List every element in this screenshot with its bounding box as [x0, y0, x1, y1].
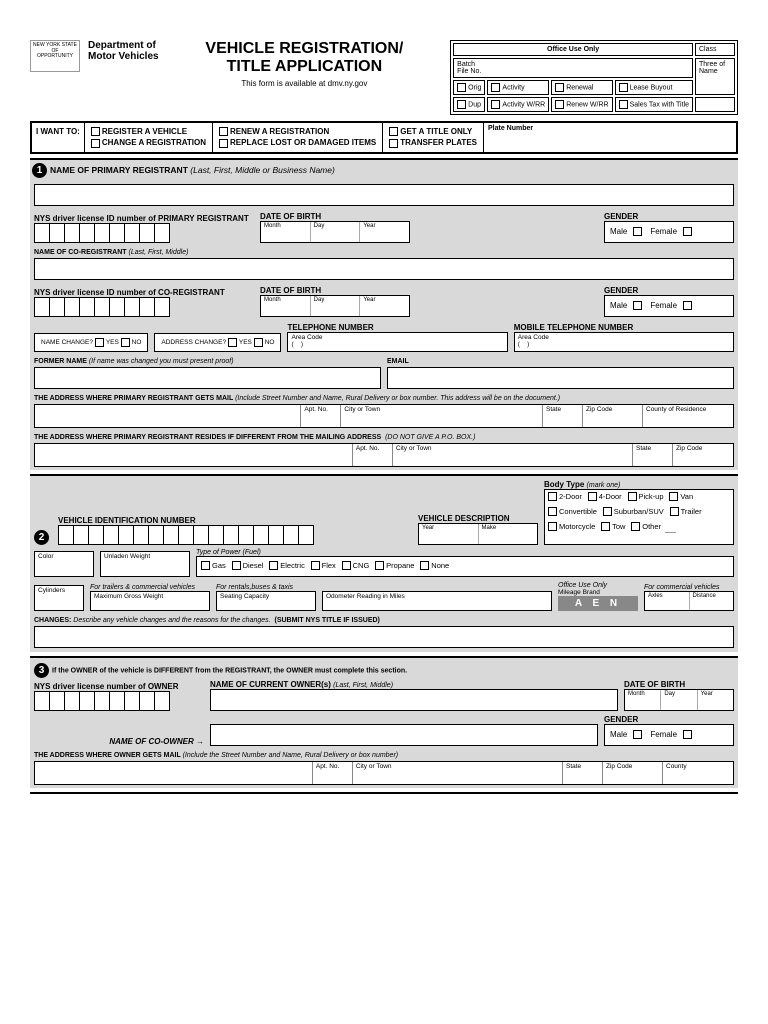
address-change-box[interactable]: ADDRESS CHANGE? YES NO	[154, 333, 281, 352]
co-registrant-field[interactable]	[34, 258, 734, 280]
dob-label: DATE OF BIRTH	[260, 212, 410, 221]
mgw-field[interactable]: Maximum Gross Weight	[90, 591, 210, 611]
telephone-field[interactable]: Area Code( )	[287, 332, 507, 352]
vehicle-desc-field[interactable]: YearMake	[418, 523, 538, 545]
seating-field[interactable]: Seating Capacity	[216, 591, 316, 611]
i-want-to-row: I WANT TO: REGISTER A VEHICLE CHANGE A R…	[30, 121, 738, 154]
vin-boxes[interactable]	[58, 525, 412, 545]
residence-address-field[interactable]: Apt. No.City or TownStateZip Code	[34, 443, 734, 467]
form-title: VEHICLE REGISTRATION/	[167, 40, 443, 58]
odometer-field[interactable]: Odometer Reading in Miles	[322, 591, 552, 611]
nys-co-boxes[interactable]	[34, 297, 254, 317]
owner-gender-field[interactable]: MaleFemale	[604, 724, 734, 746]
co-owner-label: NAME OF CO-OWNER →	[34, 729, 204, 746]
checkbox-transfer[interactable]	[389, 139, 398, 148]
form-subtitle: This form is available at dmv.ny.gov	[167, 79, 443, 88]
co-gender-field[interactable]: MaleFemale	[604, 295, 734, 317]
former-name-field[interactable]	[34, 367, 381, 389]
name-change-box[interactable]: NAME CHANGE? YES NO	[34, 333, 148, 352]
plate-number-field[interactable]: Plate Number	[483, 123, 583, 152]
form-header: NEW YORK STATE OF OPPORTUNITY Department…	[30, 40, 738, 115]
commercial-field[interactable]: AxlesDistance	[644, 591, 734, 611]
owner-dob-field[interactable]: MonthDayYear	[624, 689, 734, 711]
gender-label: GENDER	[604, 212, 734, 221]
nys-id-label: NYS driver license ID number of PRIMARY …	[34, 214, 254, 223]
section-3-title: If the OWNER of the vehicle is DIFFERENT…	[52, 667, 407, 674]
checkbox-replace[interactable]	[219, 139, 228, 148]
ny-logo: NEW YORK STATE OF OPPORTUNITY	[30, 40, 80, 72]
co-owner-field[interactable]	[210, 724, 598, 746]
form-title-2: TITLE APPLICATION	[167, 58, 443, 76]
dob-field[interactable]: MonthDayYear	[260, 221, 410, 243]
i-want-to-label: I WANT TO:	[32, 123, 84, 152]
office-use-box: Office Use Only Class Batch File No. Thr…	[450, 40, 738, 115]
color-field[interactable]: Color	[34, 551, 94, 577]
changes-field[interactable]	[34, 626, 734, 648]
department-name: Department ofMotor Vehicles	[88, 40, 159, 62]
checkbox-title[interactable]	[389, 127, 398, 136]
section-2-num: 2	[34, 530, 49, 545]
fuel-box[interactable]: Gas Diesel Electric Flex CNG Propane Non…	[196, 556, 734, 577]
checkbox-renew[interactable]	[219, 127, 228, 136]
body-type-box[interactable]: 2-Door 4-Door Pick-up Van Convertible Su…	[544, 489, 734, 545]
mobile-field[interactable]: Area Code( )	[514, 332, 734, 352]
nys-co-label: NYS driver license ID number of CO-REGIS…	[34, 288, 254, 297]
owner-nys-boxes[interactable]	[34, 691, 204, 711]
checkbox-register[interactable]	[91, 127, 100, 136]
checkbox-change[interactable]	[91, 139, 100, 148]
section-1-header: 1NAME OF PRIMARY REGISTRANT (Last, First…	[30, 158, 738, 181]
vin-label: VEHICLE IDENTIFICATION NUMBER	[58, 516, 412, 525]
primary-name-field[interactable]	[34, 184, 734, 206]
owner-address-field[interactable]: Apt. No.City or TownStateZip CodeCounty	[34, 761, 734, 785]
unladen-field[interactable]: Unladen Weight	[100, 551, 190, 577]
mailing-address-field[interactable]: Apt. No.City or TownStateZip CodeCounty …	[34, 404, 734, 428]
owner-name-field[interactable]	[210, 689, 618, 711]
gender-field[interactable]: MaleFemale	[604, 221, 734, 243]
cylinders-field[interactable]: Cylinders	[34, 585, 84, 611]
nys-id-boxes[interactable]	[34, 223, 254, 243]
email-field[interactable]	[387, 367, 734, 389]
co-dob-field[interactable]: MonthDayYear	[260, 295, 410, 317]
mileage-brand: A E N	[558, 596, 638, 611]
